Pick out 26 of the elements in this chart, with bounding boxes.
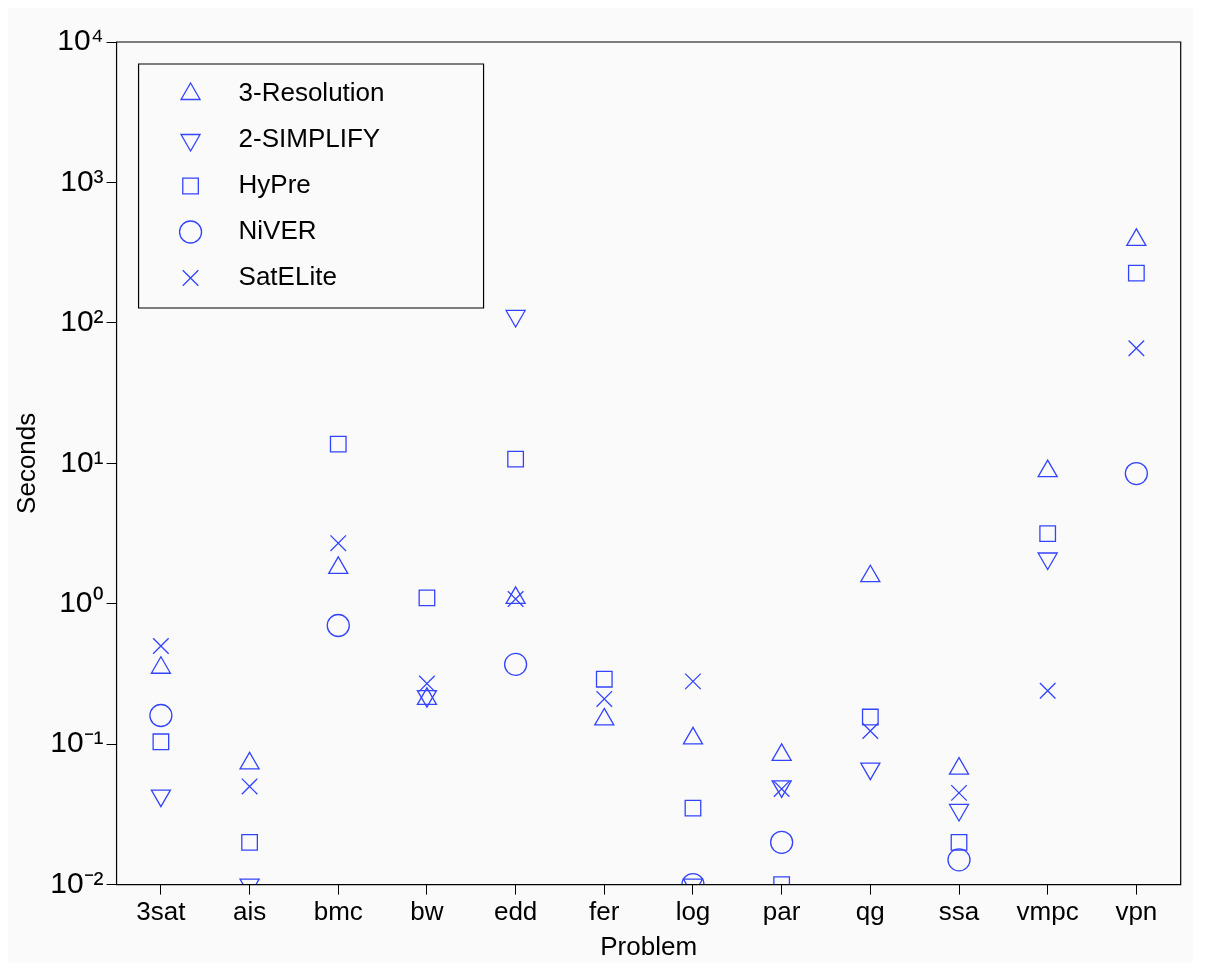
x-tick-label: qg [855,896,885,927]
y-tick-label: 10⁻² [50,865,104,899]
x-tick-label: vpn [1115,896,1158,927]
legend-label: NiVER [238,215,317,246]
y-tick-label: 10⁰ [59,585,104,618]
x-tick-label: par [762,896,801,927]
legend-label: 2-SIMPLIFY [238,123,381,154]
y-tick-label: 10⁴ [57,23,104,57]
x-tick-label: ssa [938,896,980,927]
legend-label: HyPre [238,169,311,200]
x-tick-label: log [675,896,711,927]
x-tick-label: bmc [313,896,363,927]
y-tick-label: 10¹ [60,444,104,478]
x-tick-label: 3sat [136,896,187,927]
y-tick-label: 10² [60,304,104,338]
x-tick-label: vmpc [1016,896,1079,927]
x-tick-label: fer [589,896,620,927]
legend-label: SatELite [238,261,337,292]
y-tick-label: 10³ [60,163,104,197]
x-tick-label: ais [232,896,267,927]
y-axis-title: Seconds [10,412,41,514]
x-tick-label: bw [410,896,444,927]
legend-label: 3-Resolution [238,77,385,108]
y-tick-label: 10⁻¹ [50,725,104,759]
x-tick-label: edd [493,896,538,927]
x-axis-title: Problem [600,930,698,961]
